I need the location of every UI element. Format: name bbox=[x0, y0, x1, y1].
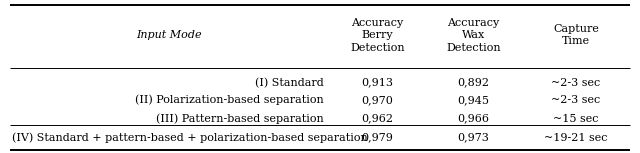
Text: ~2-3 sec: ~2-3 sec bbox=[552, 95, 601, 105]
Text: Accuracy
Berry
Detection: Accuracy Berry Detection bbox=[350, 18, 404, 53]
Text: 0,979: 0,979 bbox=[362, 133, 394, 143]
Text: ~2-3 sec: ~2-3 sec bbox=[552, 78, 601, 88]
Text: 0,973: 0,973 bbox=[458, 133, 490, 143]
Text: (II) Polarization-based separation: (II) Polarization-based separation bbox=[136, 95, 324, 106]
Text: 0,970: 0,970 bbox=[362, 95, 394, 105]
Text: ~19-21 sec: ~19-21 sec bbox=[545, 133, 608, 143]
Text: Accuracy
Wax
Detection: Accuracy Wax Detection bbox=[446, 18, 501, 53]
Text: Input Mode: Input Mode bbox=[137, 30, 202, 40]
Text: 0,966: 0,966 bbox=[458, 114, 490, 124]
Text: (I) Standard: (I) Standard bbox=[255, 77, 324, 88]
Text: ~15 sec: ~15 sec bbox=[554, 114, 599, 124]
Text: 0,892: 0,892 bbox=[458, 78, 490, 88]
Text: 0,945: 0,945 bbox=[458, 95, 490, 105]
Text: (IV) Standard + pattern-based + polarization-based separation: (IV) Standard + pattern-based + polariza… bbox=[12, 132, 368, 143]
Text: 0,913: 0,913 bbox=[362, 78, 394, 88]
Text: 0,962: 0,962 bbox=[362, 114, 394, 124]
Text: (III) Pattern-based separation: (III) Pattern-based separation bbox=[156, 113, 324, 124]
Text: Capture
Time: Capture Time bbox=[553, 24, 599, 46]
